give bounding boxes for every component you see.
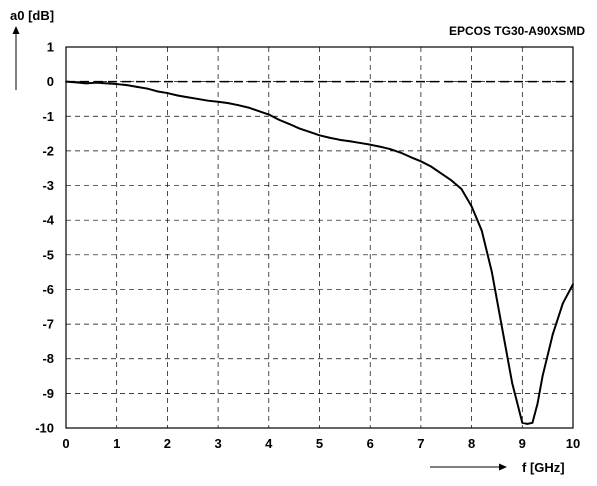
y-tick-label: -1 [42, 109, 54, 124]
data-point [399, 151, 402, 154]
data-point [308, 130, 311, 133]
data-point [430, 165, 432, 168]
y-tick-label: -5 [42, 247, 54, 262]
data-point [379, 145, 382, 148]
x-tick-label: 4 [265, 436, 273, 451]
y-tick-label: -7 [42, 317, 54, 332]
data-point [125, 84, 128, 86]
data-point [338, 138, 341, 141]
y-tick-label: -2 [42, 143, 54, 158]
data-point [217, 100, 220, 103]
data-point [541, 375, 544, 377]
data-point [450, 179, 453, 182]
data-point [536, 402, 539, 405]
y-axis-arrow-head [12, 26, 20, 34]
x-tick-label: 0 [62, 436, 69, 451]
data-point [490, 271, 493, 274]
data-point [480, 229, 483, 232]
grid-lines [66, 47, 573, 428]
data-point [318, 134, 321, 137]
series-layer [65, 80, 574, 425]
y-tick-label: -6 [42, 282, 54, 297]
data-point [196, 98, 199, 100]
data-point [328, 136, 331, 139]
data-point [186, 96, 189, 99]
data-point [105, 82, 108, 85]
x-tick-label: 1 [113, 436, 120, 451]
x-tick-label: 6 [367, 436, 374, 451]
data-point [237, 104, 240, 107]
data-point [369, 143, 372, 146]
x-tick-label: 2 [164, 436, 171, 451]
x-axis-arrow-head [499, 463, 507, 471]
data-point [531, 421, 534, 424]
data-point [440, 172, 443, 175]
y-tick-label: -3 [42, 178, 54, 193]
data-point [278, 118, 280, 121]
data-point [501, 326, 503, 329]
data-point [227, 102, 230, 105]
data-point [470, 205, 473, 208]
data-point [389, 148, 392, 151]
data-point [95, 81, 98, 84]
x-tick-label: 10 [566, 436, 580, 451]
data-point [298, 127, 301, 130]
data-point [247, 106, 250, 109]
data-point [176, 94, 179, 97]
data-point [288, 122, 290, 125]
y-tick-labels: 1 0 -1 -2 -3 -4 -5 -6 -7 -8 -9 -10 [35, 40, 55, 436]
data-point [420, 160, 422, 163]
data-point [156, 90, 159, 93]
y-tick-label: -10 [35, 421, 54, 436]
y-tick-label: 1 [47, 40, 54, 55]
x-tick-label: 9 [519, 436, 526, 451]
data-point [267, 113, 270, 116]
data-point [561, 302, 564, 305]
plot-area-frame [65, 46, 574, 429]
data-point [349, 140, 351, 143]
data-point [146, 87, 149, 90]
x-tick-labels: 0 1 2 3 4 5 6 7 8 9 10 [62, 436, 580, 451]
y-tick-label: -4 [42, 213, 54, 228]
chart-title: EPCOS TG30-A90XSMD [449, 24, 585, 38]
data-point [511, 382, 514, 384]
y-tick-label: -9 [42, 386, 54, 401]
x-tick-label: 5 [316, 436, 323, 451]
data-point [136, 85, 138, 88]
x-tick-label: 7 [417, 436, 424, 451]
x-tick-label: 3 [214, 436, 221, 451]
data-point [460, 188, 463, 190]
data-point [115, 83, 118, 85]
data-point [166, 92, 169, 94]
y-tick-label: 0 [47, 74, 54, 89]
data-point [572, 283, 574, 286]
data-point [207, 99, 209, 102]
data-point [409, 156, 412, 159]
data-point [551, 333, 554, 336]
data-point [75, 81, 78, 84]
data-point [65, 80, 67, 83]
data-point [526, 422, 529, 425]
data-point [359, 142, 361, 144]
x-axis-label: f [GHz] [522, 460, 565, 475]
data-point [257, 110, 260, 112]
x-tick-label: 8 [468, 436, 475, 451]
data-point [85, 82, 88, 85]
y-tick-label: -8 [42, 351, 54, 366]
data-point [521, 421, 524, 424]
y-axis-label: a0 [dB] [10, 8, 54, 23]
